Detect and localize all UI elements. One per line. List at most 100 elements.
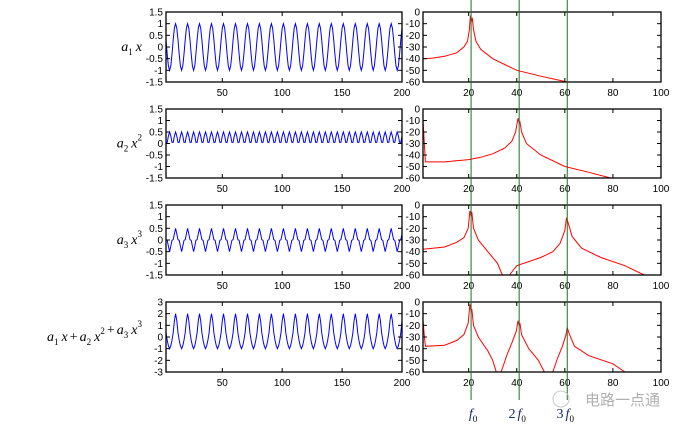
subscript: 1 <box>128 47 133 57</box>
y-tick-label: -50 <box>406 162 421 173</box>
subscript: 0 <box>473 414 478 424</box>
y-tick-label: -1 <box>154 66 163 77</box>
subscript: 0 <box>521 414 526 424</box>
coefficient-symbol: a <box>80 330 87 345</box>
y-tick-label: 3 <box>157 298 163 309</box>
y-tick-label: -0.5 <box>146 247 164 258</box>
y-tick-label: 0 <box>157 236 163 247</box>
y-tick-label: -30 <box>406 43 421 54</box>
y-tick-label: -20 <box>406 128 421 139</box>
y-tick-label: -1 <box>154 344 163 355</box>
x-tick-label: 100 <box>653 281 670 292</box>
x-tick-label: 80 <box>607 378 619 389</box>
time-signal-line <box>165 21 403 73</box>
y-tick-label: -3 <box>154 368 163 379</box>
y-tick-label: -1.5 <box>146 271 164 282</box>
harmonic-label: 2 f0 <box>508 407 526 424</box>
plot-frame <box>422 11 662 83</box>
harmonic-coefficient: 3 <box>557 407 564 422</box>
y-tick-label: -50 <box>406 259 421 270</box>
harmonic-label: f0 <box>469 407 478 424</box>
frequency-symbol: f <box>469 407 475 422</box>
y-tick-label: 0.5 <box>149 128 163 139</box>
y-tick-label: -1 <box>154 162 163 173</box>
x-tick-label: 100 <box>653 184 670 195</box>
variable-symbol: x <box>130 323 138 338</box>
plot-frame <box>165 108 403 179</box>
subscript: 2 <box>124 144 129 154</box>
spectrum-line <box>422 15 568 83</box>
time-signal-line <box>165 228 403 252</box>
x-tick-label: 60 <box>559 281 571 292</box>
y-tick-label: -10 <box>406 19 421 30</box>
y-tick-label: 1.5 <box>149 8 163 19</box>
x-tick-label: 20 <box>463 88 475 99</box>
spectrum-panel-4: 0-10-20-30-40-50-60 20 40 60 80 100 <box>406 298 670 390</box>
x-tick-label: 40 <box>511 378 523 389</box>
y-tick-label: 1 <box>157 116 163 127</box>
y-tick-label: 0 <box>157 139 163 150</box>
row-label: a2 x2 <box>117 133 142 154</box>
y-tick-label: -40 <box>406 247 421 258</box>
subscript: 1 <box>54 337 59 347</box>
y-tick-label: -60 <box>406 174 421 185</box>
x-tick-label: 100 <box>653 88 670 99</box>
y-tick-label: -20 <box>406 224 421 235</box>
y-tick-label: 0 <box>414 201 420 212</box>
x-tick-label: 20 <box>463 281 475 292</box>
spectrum-line <box>422 210 645 276</box>
frequency-symbol: f <box>517 407 523 422</box>
y-tick-label: 0 <box>157 333 163 344</box>
y-tick-label: -1 <box>154 259 163 270</box>
spectrum-panel-2: 0-10-20-30-40-50-60 20 40 60 80 100 <box>406 105 670 196</box>
x-tick-label: 80 <box>607 184 619 195</box>
x-tick-label: 150 <box>334 281 351 292</box>
x-tick-label: 150 <box>334 378 351 389</box>
superscript: 3 <box>138 229 143 239</box>
variable-symbol: x <box>130 137 138 152</box>
variable-symbol: x <box>130 233 138 248</box>
coefficient-symbol: a <box>47 330 54 345</box>
y-tick-label: 1 <box>157 212 163 223</box>
y-tick-label: 0 <box>414 105 420 116</box>
x-tick-label: 80 <box>607 281 619 292</box>
x-tick-label: 200 <box>394 281 411 292</box>
y-tick-label: -30 <box>406 333 421 344</box>
x-tick-label: 50 <box>217 281 229 292</box>
x-tick-label: 60 <box>559 378 571 389</box>
y-tick-label: 0 <box>414 8 420 19</box>
y-tick-label: -60 <box>406 368 421 379</box>
x-tick-label: 100 <box>274 281 291 292</box>
spectrum-line <box>422 304 626 373</box>
y-tick-label: 0.5 <box>149 31 163 42</box>
time-signal-line <box>166 130 403 143</box>
y-tick-label: -50 <box>406 66 421 77</box>
x-tick-label: 200 <box>394 184 411 195</box>
time-signal-line <box>165 313 403 351</box>
y-tick-label: -2 <box>154 356 163 367</box>
x-tick-label: 40 <box>511 88 523 99</box>
superscript: 3 <box>138 319 143 329</box>
variable-symbol: x <box>61 330 69 345</box>
plot-frame <box>422 108 662 179</box>
plus-sign: + <box>70 330 78 345</box>
row-label: a3 x3 <box>117 229 143 250</box>
coefficient-symbol: a <box>117 137 124 152</box>
y-tick-label: -10 <box>406 309 421 320</box>
y-tick-label: -1.5 <box>146 78 164 89</box>
subscript: 3 <box>124 330 129 340</box>
watermark-logo-icon <box>552 390 570 408</box>
y-tick-label: 1 <box>157 19 163 30</box>
x-tick-label: 40 <box>511 184 523 195</box>
x-tick-label: 60 <box>559 184 571 195</box>
superscript: 2 <box>138 133 143 143</box>
subscript: 0 <box>569 414 574 424</box>
y-tick-label: -10 <box>406 116 421 127</box>
watermark-text: 电路一点通 <box>585 391 660 409</box>
harmonic-coefficient: 2 <box>508 407 515 422</box>
x-tick-label: 150 <box>334 184 351 195</box>
spectrum-panel-3: 0-10-20-30-40-50-60 20 40 60 80 100 <box>406 201 670 293</box>
x-tick-label: 50 <box>217 184 229 195</box>
y-tick-label: -20 <box>406 31 421 42</box>
